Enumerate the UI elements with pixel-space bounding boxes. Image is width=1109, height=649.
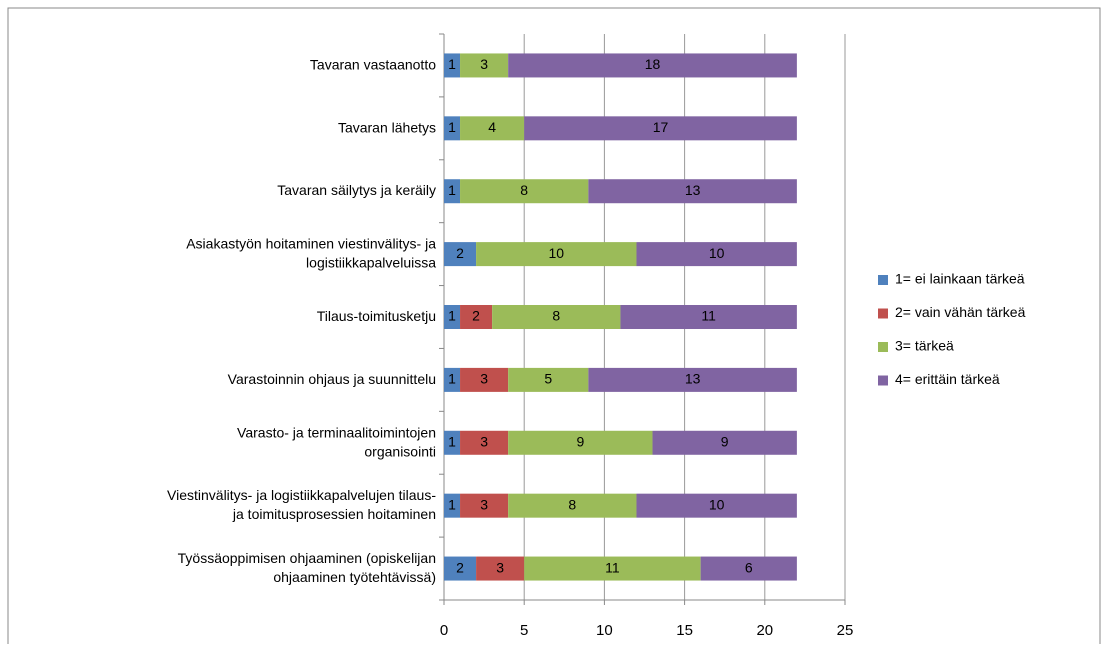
data-label: 1 (448, 433, 456, 449)
bar-segment (444, 305, 461, 329)
legend-swatch (878, 275, 888, 285)
bar-segment (444, 53, 461, 78)
bar-segment (460, 116, 525, 141)
data-label: 3 (480, 56, 488, 72)
data-label: 2 (456, 559, 464, 575)
bar-segment (460, 367, 509, 392)
y-tick-label: Asiakastyön hoitaminen viestinvälitys- j… (186, 235, 436, 270)
data-label: 1 (448, 496, 456, 512)
bar-segment (476, 242, 637, 267)
data-label: 8 (552, 308, 560, 324)
bar-segment (620, 305, 797, 329)
data-label: 3 (480, 496, 488, 512)
bar-segment (460, 305, 493, 329)
data-label: 1 (448, 119, 456, 135)
data-label: 13 (685, 371, 701, 387)
legend-swatch (878, 342, 888, 352)
data-label: 9 (721, 433, 729, 449)
x-tick-label: 15 (676, 622, 693, 639)
x-tick-label: 0 (440, 622, 448, 639)
y-tick-label: Varasto- ja terminaalitoimintojen organis… (237, 424, 436, 459)
bar-segment (700, 556, 797, 581)
bar-segment (508, 493, 637, 518)
bar-segment (524, 116, 797, 141)
bar-segment (444, 242, 477, 267)
bar-segment (588, 367, 797, 392)
bar-segment (460, 430, 509, 455)
legend-label: 3= tärkeä (895, 338, 954, 354)
y-tick-label: Viestinvälitys- ja logistiikkapalvelujen… (167, 487, 436, 522)
legend-label: 1= ei lainkaan tärkeä (895, 271, 1025, 287)
legend-swatch (878, 375, 888, 386)
x-tick-label: 10 (596, 622, 613, 639)
data-label: 1 (448, 182, 456, 198)
data-label: 17 (653, 119, 669, 135)
data-label: 4 (488, 119, 496, 135)
y-tick-label: Varastoinnin ohjaus ja suunnittelu (228, 371, 436, 387)
data-label: 8 (568, 496, 576, 512)
bar-segment (524, 556, 701, 581)
data-label: 18 (645, 56, 661, 72)
legend-swatch (878, 308, 888, 319)
data-label: 10 (709, 245, 725, 261)
data-label: 2 (472, 308, 480, 324)
bar-segment (444, 179, 461, 204)
bar-segment (508, 367, 589, 392)
data-label: 10 (548, 245, 564, 261)
data-label: 11 (701, 308, 716, 324)
bar-segment (492, 305, 621, 329)
data-label: 2 (456, 245, 464, 261)
bar-segment (460, 179, 589, 204)
data-label: 8 (520, 182, 528, 198)
y-tick-label: Tavaran säilytys ja keräily (277, 182, 436, 198)
data-label: 13 (685, 182, 701, 198)
bar-segment (476, 556, 525, 581)
x-tick-label: 20 (756, 622, 773, 639)
y-tick-label: Tavaran lähetys (338, 119, 436, 135)
data-label: 1 (448, 56, 456, 72)
bar-segment (636, 242, 797, 267)
data-label: 1 (448, 308, 456, 324)
data-label: 3 (480, 371, 488, 387)
y-tick-label: Työssäoppimisen ohjaaminen (opiskelijan o… (178, 550, 436, 585)
bar-segment (588, 179, 797, 204)
legend-label: 2= vain vähän tärkeä (895, 304, 1026, 320)
data-label: 9 (576, 433, 584, 449)
bar-segment (444, 556, 477, 581)
data-label: 5 (544, 371, 552, 387)
x-tick-label: 25 (837, 622, 854, 639)
x-tick-label: 5 (520, 622, 528, 639)
bar-segment (444, 493, 461, 518)
data-label: 10 (709, 496, 725, 512)
bar-segment (636, 493, 797, 518)
data-label: 3 (480, 433, 488, 449)
legend-label: 4= erittäin tärkeä (895, 371, 1000, 387)
data-label: 3 (496, 559, 504, 575)
bar-segment (460, 493, 509, 518)
data-label: 11 (605, 559, 620, 575)
y-tick-label: Tilaus-toimitusketju (317, 308, 436, 324)
bar-segment (508, 430, 653, 455)
bar-segment (444, 430, 461, 455)
bar-segment (444, 367, 461, 392)
data-label: 1 (448, 371, 456, 387)
bar-segment (460, 53, 509, 78)
data-label: 6 (745, 559, 753, 575)
bar-segment (508, 53, 797, 78)
bar-segment (444, 116, 461, 141)
y-tick-label: Tavaran vastaanotto (310, 56, 436, 72)
bar-segment (652, 430, 797, 455)
